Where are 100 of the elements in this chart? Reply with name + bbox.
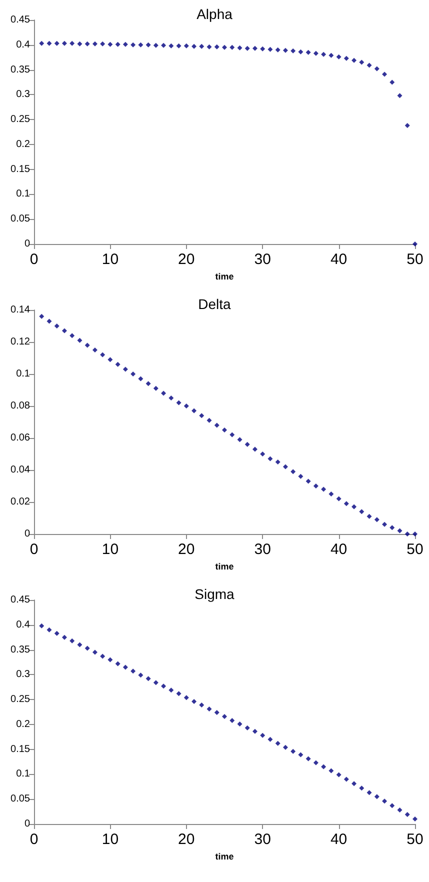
point xyxy=(62,634,67,640)
point xyxy=(404,812,410,818)
point xyxy=(100,41,106,46)
chart-title: Sigma xyxy=(194,586,235,602)
point xyxy=(168,43,174,48)
point xyxy=(336,496,342,502)
point xyxy=(230,432,235,438)
point xyxy=(122,366,128,372)
point xyxy=(84,41,90,46)
point xyxy=(397,808,402,813)
x-tick-label: 20 xyxy=(178,541,195,558)
x-tick-label: 40 xyxy=(330,541,348,558)
point xyxy=(244,725,250,730)
point xyxy=(328,492,334,496)
point xyxy=(252,46,258,51)
point xyxy=(260,732,266,738)
point xyxy=(298,49,304,54)
point xyxy=(108,42,113,47)
point xyxy=(237,45,242,50)
point xyxy=(244,442,250,447)
y-tick-label: 0.05 xyxy=(10,794,30,805)
point xyxy=(206,706,212,712)
point xyxy=(92,41,98,46)
point xyxy=(222,428,227,432)
point xyxy=(153,386,158,391)
point xyxy=(382,522,388,527)
point xyxy=(70,333,75,338)
y-tick-label: 0.35 xyxy=(10,64,30,76)
point xyxy=(366,62,372,68)
x-tick-label: 40 xyxy=(330,831,348,848)
point xyxy=(122,664,128,670)
point xyxy=(115,42,120,47)
point xyxy=(359,60,364,65)
point xyxy=(260,452,266,456)
point xyxy=(70,638,75,644)
point xyxy=(108,357,113,362)
point xyxy=(344,56,349,61)
point xyxy=(336,772,342,778)
x-tick-label: 50 xyxy=(406,541,424,558)
point xyxy=(275,460,280,464)
point xyxy=(382,72,388,77)
x-tick-label: 20 xyxy=(178,831,195,848)
point xyxy=(412,242,418,246)
point xyxy=(390,803,395,808)
point xyxy=(146,676,151,682)
y-tick-label: 0.06 xyxy=(10,432,30,444)
y-tick-label: 0.12 xyxy=(10,336,30,348)
point xyxy=(359,509,364,514)
point xyxy=(275,740,280,746)
point xyxy=(328,768,334,774)
point xyxy=(138,672,144,678)
point xyxy=(184,404,189,408)
point xyxy=(168,396,174,400)
point xyxy=(344,776,349,782)
x-tick-label: 30 xyxy=(254,541,271,558)
point xyxy=(192,44,197,49)
point xyxy=(222,714,227,719)
point xyxy=(252,728,258,734)
x-axis-title: time xyxy=(215,272,234,282)
point xyxy=(237,721,242,726)
y-tick-label: 0.25 xyxy=(10,114,30,126)
y-tick-label: 0.08 xyxy=(10,400,30,412)
point xyxy=(336,54,342,60)
point xyxy=(62,328,67,334)
x-axis-title: time xyxy=(215,852,234,862)
point xyxy=(313,760,318,766)
point xyxy=(184,43,189,48)
point xyxy=(374,66,380,72)
point xyxy=(39,40,44,46)
point xyxy=(321,764,326,770)
point xyxy=(404,123,410,128)
point xyxy=(404,532,410,536)
point xyxy=(290,48,296,54)
x-tick-label: 30 xyxy=(254,251,271,268)
point xyxy=(306,50,311,55)
point xyxy=(397,528,402,534)
point xyxy=(168,688,174,693)
point xyxy=(77,41,82,46)
point xyxy=(390,525,395,530)
y-tick-label: 0.1 xyxy=(16,188,30,200)
y-tick-label: 0.4 xyxy=(16,39,30,50)
point xyxy=(252,446,258,452)
y-tick-label: 0.15 xyxy=(10,164,30,175)
y-tick-label: 0.45 xyxy=(10,594,30,606)
point xyxy=(153,680,158,686)
point xyxy=(313,50,318,56)
point xyxy=(359,786,364,791)
point xyxy=(130,668,136,674)
point xyxy=(46,40,52,46)
y-tick-label: 0.3 xyxy=(16,669,30,680)
point xyxy=(344,501,349,506)
point xyxy=(298,752,304,758)
point xyxy=(382,798,388,804)
point xyxy=(100,352,106,358)
point xyxy=(153,42,158,48)
point xyxy=(146,42,151,48)
y-tick-label: 0.02 xyxy=(10,496,30,508)
point xyxy=(84,342,90,348)
point xyxy=(282,744,288,750)
point xyxy=(77,338,82,343)
